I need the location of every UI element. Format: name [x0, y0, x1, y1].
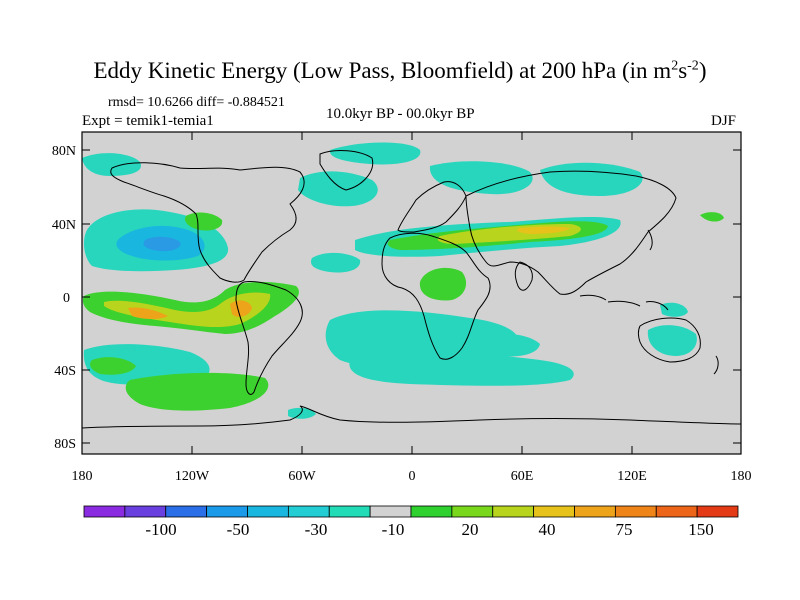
colorbar-swatch-4 — [247, 505, 289, 518]
coastline-new-zealand — [713, 355, 719, 375]
colorbar-swatch-6 — [328, 505, 371, 518]
field-south-indian-cyan-2 — [478, 333, 540, 357]
field-southern-ocean-cyan — [349, 353, 574, 386]
colorbar-swatch-12 — [574, 505, 616, 518]
field-africa-green — [419, 267, 467, 301]
field-greenland-cyan — [329, 142, 421, 165]
colorbar-swatch-5 — [287, 505, 330, 518]
colorbar-swatch-14 — [655, 505, 698, 518]
lon-label-120w: 120W — [175, 469, 210, 484]
experiment-label: Expt = temik1-temia1 — [82, 113, 214, 129]
colorbar-swatch-9 — [451, 505, 494, 518]
season-label: DJF — [711, 113, 737, 129]
field-south-america-orange — [230, 300, 252, 317]
lon-labels: 180 120W 60W 0 60E 120E 180 — [72, 469, 752, 484]
period-label: 10.0kyr BP - 00.0kyr BP — [326, 106, 475, 122]
colorbar-swatch-7 — [369, 505, 412, 518]
lat-labels: 80N 40N 0 40S 80S — [52, 144, 76, 452]
field-asian-jet-core — [517, 226, 570, 234]
lon-label-180e: 180 — [731, 469, 752, 484]
field-na-west-green — [184, 212, 223, 231]
colorbar-swatch-8 — [410, 505, 453, 518]
coastline-indonesia — [579, 294, 669, 311]
colorbar-swatch-10 — [492, 505, 535, 518]
lat-axis — [82, 149, 741, 444]
colorbar-label-40: 40 — [539, 520, 556, 539]
coastline-greenland — [319, 150, 374, 191]
field-bering-cyan — [82, 153, 141, 176]
colorbar-label-neg30: -30 — [305, 520, 328, 539]
title-mid: s — [678, 58, 688, 83]
coastlines — [82, 150, 741, 429]
field-north-atlantic-cyan — [298, 171, 378, 207]
coastline-india — [514, 261, 533, 291]
lat-label-80n: 80N — [52, 144, 76, 159]
lon-label-180w: 180 — [72, 469, 93, 484]
colorbar-label-neg100: -100 — [145, 520, 176, 539]
field-south-pacific-green-2 — [90, 357, 136, 375]
coastline-africa — [381, 232, 491, 360]
coastline-australia — [638, 317, 701, 363]
title-main: Eddy Kinetic Energy (Low Pass, Bloomfiel… — [93, 58, 672, 83]
title-end: ) — [698, 58, 707, 83]
colorbar-swatch-2 — [165, 505, 208, 518]
lat-label-0: 0 — [63, 291, 70, 306]
colorbar-swatch-0 — [83, 505, 126, 518]
colorbar-swatch-15 — [696, 505, 739, 518]
lon-label-60w: 60W — [288, 469, 316, 484]
title-sup2: -2 — [687, 58, 699, 74]
lon-label-120e: 120E — [617, 469, 647, 484]
colorbar-label-20: 20 — [462, 520, 479, 539]
field-north-pacific-core — [143, 236, 181, 252]
colorbar-label-neg10: -10 — [382, 520, 405, 539]
coastline-antarctica — [82, 405, 741, 429]
colorbar-swatch-3 — [206, 505, 248, 518]
contour-fields — [82, 142, 724, 419]
colorbar — [83, 505, 739, 518]
field-south-pacific-green — [125, 372, 269, 411]
field-east-pacific-orange — [128, 307, 168, 319]
field-east-pacific-yellow — [104, 292, 271, 328]
stats-text: rmsd= 10.6266 diff= -0.884521 — [108, 95, 285, 110]
colorbar-labels: -100 -50 -30 -10 20 40 75 150 — [145, 520, 713, 539]
lat-label-80s: 80S — [54, 437, 76, 452]
lat-label-40n: 40N — [52, 218, 76, 233]
lon-label-0: 0 — [409, 469, 416, 484]
title-sup1: 2 — [671, 58, 679, 74]
colorbar-swatch-1 — [124, 505, 167, 518]
field-tasman-cyan — [660, 302, 688, 317]
colorbar-swatch-13 — [614, 505, 657, 518]
colorbar-label-neg50: -50 — [227, 520, 250, 539]
coastline-south-america — [235, 281, 303, 395]
coastline-asia — [465, 170, 677, 295]
lon-axis — [81, 132, 742, 454]
coastline-north-america — [110, 162, 305, 283]
colorbar-label-75: 75 — [616, 520, 633, 539]
field-west-pacific-green — [700, 212, 724, 222]
field-antarctic-cyan — [288, 407, 316, 419]
colorbar-label-150: 150 — [688, 520, 714, 539]
field-siberia-cyan — [429, 161, 533, 195]
lat-label-40s: 40S — [54, 364, 76, 379]
field-australia-cyan — [647, 325, 697, 356]
colorbar-swatch-11 — [533, 505, 575, 518]
coastline-japan — [647, 229, 653, 251]
lon-label-60e: 60E — [511, 469, 534, 484]
plot-title: Eddy Kinetic Energy (Low Pass, Bloomfiel… — [0, 58, 800, 84]
field-atlantic-cyan — [310, 252, 361, 273]
